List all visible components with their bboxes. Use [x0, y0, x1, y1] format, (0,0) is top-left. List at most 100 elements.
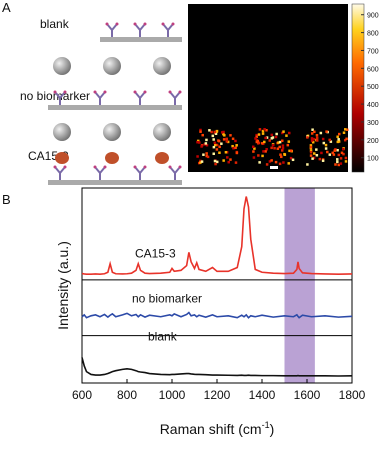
colorbar-tick-label: 600: [367, 66, 379, 73]
antibody-tip: [133, 165, 137, 169]
map-spot: [336, 135, 339, 139]
map-spot: [214, 162, 217, 166]
map-spot: [276, 147, 280, 150]
map-spot: [268, 160, 272, 163]
colorbar-tick-label: 500: [367, 84, 379, 91]
nanoparticle: [153, 57, 171, 75]
map-spot: [264, 136, 267, 140]
map-spot: [331, 151, 334, 155]
map-spot: [265, 128, 268, 132]
colorbar-tick-label: 200: [367, 138, 379, 145]
map-spot: [261, 132, 265, 135]
map-spot: [199, 130, 202, 133]
map-spot: [263, 128, 266, 131]
map-spot: [334, 163, 337, 166]
antibody: [169, 91, 181, 105]
colorbar-tick-label: 800: [367, 31, 379, 38]
map-spot: [337, 153, 341, 157]
map-spot: [274, 135, 278, 139]
map-spot: [205, 138, 208, 142]
map-spot: [289, 156, 293, 160]
map-spot: [313, 130, 316, 134]
colorbar-tick-label: 700: [367, 48, 379, 55]
map-spot: [199, 159, 202, 163]
x-axis-label-part: -1: [262, 420, 270, 430]
map-spot: [306, 163, 309, 166]
map-spot: [275, 132, 278, 136]
map-spot: [225, 137, 228, 141]
map-spot: [315, 139, 319, 142]
map-spot: [343, 128, 347, 131]
map-spot: [222, 159, 225, 162]
map-spot: [201, 133, 204, 137]
map-spot: [285, 134, 288, 137]
series-label: no biomarker: [132, 292, 202, 306]
map-spot: [315, 154, 319, 157]
antibody-tip: [93, 90, 97, 94]
map-spot: [283, 152, 286, 156]
map-spot: [287, 140, 291, 143]
map-spot: [234, 161, 238, 164]
map-spot: [339, 162, 343, 165]
map-spot: [270, 133, 274, 137]
x-tick-label: 1400: [249, 388, 276, 402]
map-spot: [217, 139, 220, 142]
map-spot: [260, 142, 264, 145]
antibody-tip: [178, 165, 182, 169]
map-spot: [205, 154, 208, 158]
map-spot: [224, 151, 228, 154]
map-spot: [311, 140, 315, 144]
map-spot: [234, 139, 237, 143]
x-tick-label: 1200: [204, 388, 231, 402]
map-spot: [234, 146, 237, 150]
biomarker: [55, 152, 69, 164]
map-spot: [345, 137, 348, 141]
antibody-tip: [103, 90, 107, 94]
antibody-tip: [161, 22, 165, 26]
spectrum: [81, 311, 353, 319]
map-spot: [202, 153, 205, 156]
map-spot: [336, 158, 339, 161]
antibody-tip: [168, 90, 172, 94]
map-spot: [309, 149, 313, 152]
map-spot: [213, 130, 217, 134]
map-spot: [258, 128, 262, 131]
map-spot: [232, 147, 235, 150]
series-label: blank: [148, 329, 178, 343]
x-tick-label: 1000: [159, 388, 186, 402]
map-spot: [337, 138, 340, 141]
map-spot: [324, 143, 328, 147]
antibody-tip: [143, 165, 147, 169]
map-spot: [328, 153, 332, 156]
scale-bar: [270, 166, 278, 169]
row-label: blank: [40, 17, 70, 31]
map-spot: [321, 137, 325, 141]
antibody-tip: [53, 165, 57, 169]
antibody-tip: [143, 22, 147, 26]
map-spot: [226, 140, 230, 144]
antibody: [134, 91, 146, 105]
map-spot: [213, 141, 217, 145]
map-spot: [286, 143, 290, 147]
map-spot: [278, 162, 282, 166]
colorbar-tick-label: 400: [367, 102, 379, 109]
map-spot: [288, 149, 291, 153]
antibody: [162, 23, 174, 37]
map-spot: [344, 156, 348, 160]
map-spot: [324, 147, 328, 150]
map-spot: [291, 158, 295, 162]
x-tick-label: 600: [72, 388, 92, 402]
nanoparticle: [53, 57, 71, 75]
map-spot: [257, 141, 261, 145]
map-spot: [337, 140, 341, 143]
map-spot: [282, 130, 285, 133]
illustration: [48, 22, 182, 185]
y-axis-label: Intensity (a.u.): [55, 241, 71, 330]
map-spot: [309, 154, 313, 157]
map-spot: [320, 151, 323, 155]
map-spot: [315, 148, 318, 151]
map-spot: [343, 138, 347, 142]
map-spot: [310, 132, 314, 135]
map-spot: [263, 140, 266, 144]
map-spot: [337, 163, 340, 167]
